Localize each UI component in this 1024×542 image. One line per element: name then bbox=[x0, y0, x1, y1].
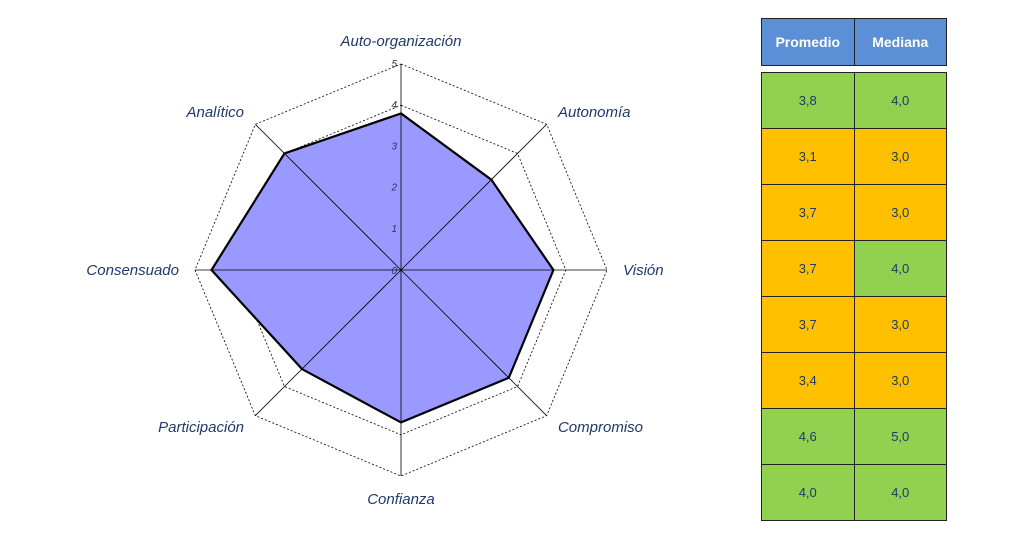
radar-spokes bbox=[195, 64, 607, 476]
table-row: 3,1 3,0 bbox=[761, 128, 947, 185]
mediana-cell: 4,0 bbox=[853, 240, 947, 297]
table-row: 4,6 5,0 bbox=[761, 408, 947, 465]
table-row: 3,7 3,0 bbox=[761, 184, 947, 241]
promedio-cell: 4,0 bbox=[761, 464, 855, 521]
mediana-cell: 4,0 bbox=[853, 464, 947, 521]
radar-axis-labels: Auto-organización Autonomía Visión Compromi… bbox=[86, 33, 663, 508]
axis-label: Compromiso bbox=[558, 419, 643, 436]
tick-label: 0 bbox=[391, 266, 397, 277]
table-row: 3,7 4,0 bbox=[761, 240, 947, 297]
axis-label: Consensuado bbox=[86, 262, 179, 279]
promedio-cell: 3,8 bbox=[761, 72, 855, 129]
mediana-cell: 3,0 bbox=[853, 296, 947, 353]
header-promedio: Promedio bbox=[761, 18, 855, 66]
promedio-cell: 3,7 bbox=[761, 184, 855, 241]
stats-table: Promedio Mediana 3,8 4,0 3,1 3,0 3,7 3,0 3,7 4,… bbox=[761, 18, 947, 521]
axis-label: Auto-organización bbox=[340, 33, 462, 50]
tick-label: 5 bbox=[391, 59, 397, 70]
tick-label: 1 bbox=[391, 224, 397, 235]
mediana-cell: 4,0 bbox=[853, 72, 947, 129]
series-area bbox=[210, 112, 555, 424]
table-row: 3,4 3,0 bbox=[761, 352, 947, 409]
header-mediana: Mediana bbox=[853, 18, 947, 66]
axis-label: Autonomía bbox=[557, 104, 631, 121]
mediana-cell: 3,0 bbox=[853, 352, 947, 409]
tick-label: 2 bbox=[390, 183, 397, 194]
tick-label: 3 bbox=[391, 141, 397, 152]
radar-series bbox=[210, 112, 555, 424]
radar-chart: 0 1 2 3 4 5 Auto-organización Autonomía Visión Co… bbox=[86, 33, 663, 508]
radar-tick-labels: 0 1 2 3 4 5 bbox=[390, 59, 397, 277]
axis-label: Analítico bbox=[185, 104, 244, 121]
promedio-cell: 4,6 bbox=[761, 408, 855, 465]
promedio-cell: 3,7 bbox=[761, 296, 855, 353]
axis-label: Participación bbox=[158, 419, 244, 436]
table-row: 3,7 3,0 bbox=[761, 296, 947, 353]
mediana-cell: 5,0 bbox=[853, 408, 947, 465]
tick-label: 4 bbox=[391, 100, 397, 111]
axis-label: Visión bbox=[623, 262, 664, 279]
promedio-cell: 3,4 bbox=[761, 352, 855, 409]
mediana-cell: 3,0 bbox=[853, 184, 947, 241]
axis-spoke bbox=[400, 124, 547, 271]
axis-spoke bbox=[255, 269, 402, 416]
axis-label: Confianza bbox=[367, 491, 435, 508]
axis-spoke bbox=[400, 269, 547, 416]
mediana-cell: 3,0 bbox=[853, 128, 947, 185]
promedio-cell: 3,1 bbox=[761, 128, 855, 185]
table-row: 4,0 4,0 bbox=[761, 464, 947, 521]
promedio-cell: 3,7 bbox=[761, 240, 855, 297]
table-row: 3,8 4,0 bbox=[761, 72, 947, 129]
axis-spoke bbox=[255, 124, 402, 271]
table-gap bbox=[761, 65, 947, 73]
